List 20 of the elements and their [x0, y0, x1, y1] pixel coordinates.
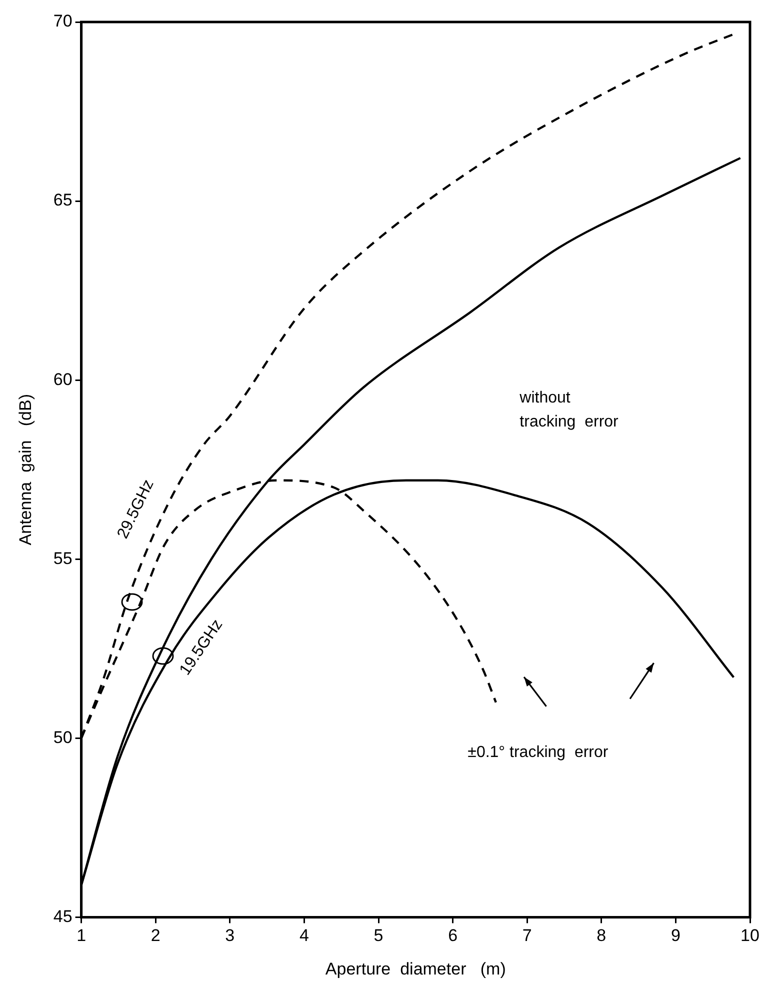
annotation: ±0.1° tracking error	[468, 744, 609, 761]
y-tick-label: 70	[53, 12, 72, 31]
x-tick-label: 9	[670, 926, 680, 946]
x-tick-label: 7	[522, 926, 532, 946]
y-axis-title: Antenna gain (dB)	[16, 394, 35, 546]
y-tick-label: 50	[53, 728, 72, 747]
x-axis-title: Aperture diameter (m)	[325, 959, 506, 978]
x-tick-label: 10	[740, 926, 760, 946]
y-tick-label: 60	[53, 370, 72, 389]
x-tick-label: 4	[299, 926, 309, 946]
annotation: without tracking error	[518, 389, 620, 430]
x-tick-label: 8	[596, 926, 606, 946]
x-tick-label: 6	[448, 926, 458, 946]
x-tick-label: 1	[76, 926, 86, 946]
x-tick-label: 5	[374, 926, 384, 946]
y-tick-label: 55	[53, 548, 72, 568]
y-tick-label: 65	[53, 190, 72, 210]
x-tick-label: 2	[150, 926, 160, 946]
x-tick-label: 3	[225, 926, 235, 946]
y-tick-label: 45	[53, 906, 72, 926]
